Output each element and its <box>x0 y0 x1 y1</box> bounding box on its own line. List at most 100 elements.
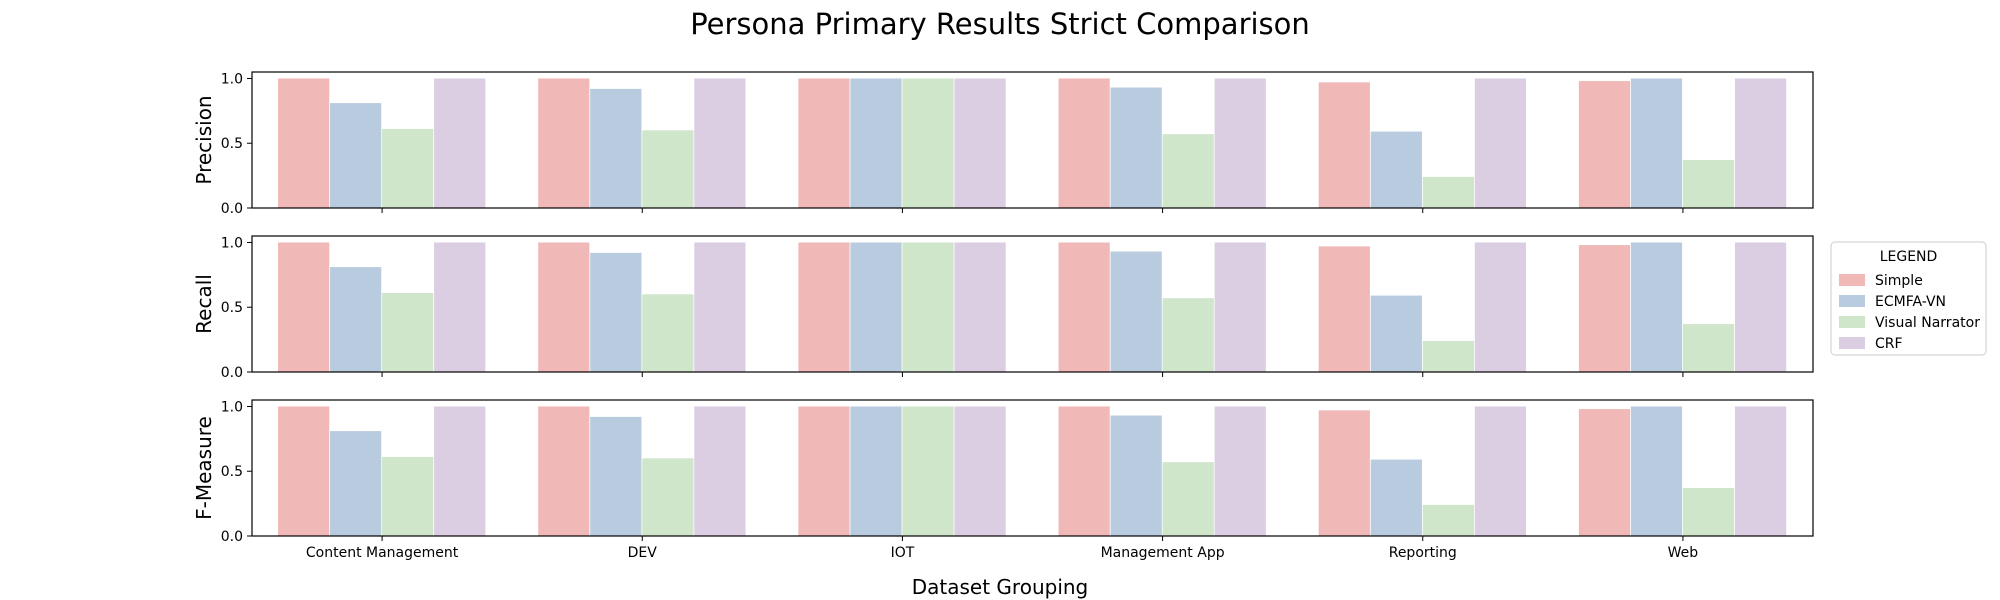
bar-recall-visual-narrator-reporting <box>1422 340 1474 372</box>
bar-recall-simple-iot <box>798 242 850 372</box>
bar-recall-crf-iot <box>954 242 1006 372</box>
y-tick-label: 1.0 <box>221 235 243 251</box>
bar-f-measure-crf-reporting <box>1474 406 1527 536</box>
bar-recall-visual-narrator-iot <box>902 242 954 372</box>
bar-precision-visual-narrator-iot <box>902 78 954 208</box>
bar-recall-visual-narrator-management-app <box>1162 298 1214 372</box>
legend-label-visual-narrator: Visual Narrator <box>1875 315 1980 331</box>
x-tick-label-content-management: Content Management <box>306 545 459 561</box>
bar-f-measure-visual-narrator-web <box>1682 488 1735 536</box>
y-tick-label: 0.0 <box>221 365 243 381</box>
bar-f-measure-simple-dev <box>538 406 590 536</box>
legend-swatch-crf <box>1839 337 1865 349</box>
bar-f-measure-visual-narrator-content-management <box>382 456 434 536</box>
y-tick-label: 0.0 <box>221 529 243 545</box>
bar-precision-crf-web <box>1734 78 1787 208</box>
panel-f-measure: 0.0 0.5 1.0 F-Measure <box>192 399 1814 545</box>
bar-recall-ecmfa-vn-management-app <box>1110 251 1162 372</box>
bar-f-measure-visual-narrator-management-app <box>1162 462 1214 536</box>
bar-f-measure-crf-iot <box>954 406 1006 536</box>
bar-precision-visual-narrator-dev <box>642 130 694 208</box>
bar-precision-ecmfa-vn-web <box>1630 78 1683 208</box>
x-tick-label-reporting: Reporting <box>1389 545 1457 561</box>
legend-label-ecmfa-vn: ECMFA-VN <box>1875 294 1946 310</box>
bar-f-measure-crf-dev <box>694 406 746 536</box>
bar-f-measure-crf-content-management <box>434 406 486 536</box>
bar-recall-crf-dev <box>694 242 746 372</box>
panel-recall: 0.0 0.5 1.0 Recall <box>192 235 1814 381</box>
bar-precision-simple-web <box>1578 81 1631 208</box>
y-tick-label: 0.5 <box>221 136 243 152</box>
bar-precision-ecmfa-vn-content-management <box>330 103 382 208</box>
bar-f-measure-ecmfa-vn-dev <box>590 416 642 536</box>
bar-precision-visual-narrator-management-app <box>1162 134 1214 208</box>
bar-precision-simple-dev <box>538 78 590 208</box>
axes-frame <box>251 235 1814 373</box>
bar-precision-visual-narrator-content-management <box>382 128 434 208</box>
bar-recall-ecmfa-vn-reporting <box>1370 295 1422 372</box>
bar-f-measure-simple-management-app <box>1058 406 1110 536</box>
axes-frame <box>251 399 1814 537</box>
y-tick-label: 1.0 <box>221 399 243 415</box>
bar-recall-ecmfa-vn-dev <box>590 252 642 372</box>
bar-recall-visual-narrator-content-management <box>382 292 434 372</box>
chart-title: Persona Primary Results Strict Compariso… <box>690 7 1310 41</box>
bar-precision-visual-narrator-reporting <box>1422 176 1474 208</box>
bar-f-measure-ecmfa-vn-reporting <box>1370 459 1422 536</box>
legend-label-simple: Simple <box>1875 273 1923 289</box>
bar-recall-visual-narrator-web <box>1682 324 1735 372</box>
bar-precision-ecmfa-vn-reporting <box>1370 131 1422 208</box>
bar-precision-ecmfa-vn-dev <box>590 88 642 208</box>
bar-f-measure-simple-reporting <box>1318 410 1370 536</box>
bar-recall-simple-dev <box>538 242 590 372</box>
bar-precision-simple-reporting <box>1318 82 1370 208</box>
legend-swatch-ecmfa-vn <box>1839 295 1865 307</box>
legend-swatch-simple <box>1839 274 1865 286</box>
axes-frame <box>251 71 1814 209</box>
bar-precision-simple-iot <box>798 78 850 208</box>
bar-precision-crf-management-app <box>1214 78 1266 208</box>
x-tick-label-web: Web <box>1668 545 1699 561</box>
y-tick-label: 0.5 <box>221 300 243 316</box>
bar-f-measure-visual-narrator-iot <box>902 406 954 536</box>
legend-box <box>1830 241 1987 356</box>
x-tick-label-iot: IOT <box>891 545 915 561</box>
legend-swatch-visual-narrator <box>1839 316 1865 328</box>
bar-f-measure-simple-web <box>1578 409 1631 536</box>
bar-recall-crf-web <box>1734 242 1787 372</box>
bar-recall-simple-content-management <box>278 242 330 372</box>
bar-f-measure-ecmfa-vn-management-app <box>1110 415 1162 536</box>
bar-recall-simple-management-app <box>1058 242 1110 372</box>
bar-f-measure-ecmfa-vn-iot <box>850 406 902 536</box>
bar-precision-simple-content-management <box>278 78 330 208</box>
bar-recall-ecmfa-vn-web <box>1630 242 1683 372</box>
bar-f-measure-simple-iot <box>798 406 850 536</box>
bar-f-measure-ecmfa-vn-content-management <box>330 431 382 536</box>
y-tick-label: 0.0 <box>221 201 243 217</box>
bar-precision-simple-management-app <box>1058 78 1110 208</box>
bar-precision-crf-iot <box>954 78 1006 208</box>
bar-precision-crf-dev <box>694 78 746 208</box>
bar-f-measure-ecmfa-vn-web <box>1630 406 1683 536</box>
bar-precision-visual-narrator-web <box>1682 160 1735 208</box>
bar-precision-ecmfa-vn-management-app <box>1110 87 1162 208</box>
legend-label-crf: CRF <box>1875 336 1903 352</box>
bar-recall-simple-reporting <box>1318 246 1370 372</box>
y-axis-label-f-measure: F-Measure <box>192 416 216 520</box>
chart-legend: LEGEND Simple ECMFA-VN Visual Narrator CRF <box>1830 241 1987 356</box>
bar-recall-crf-reporting <box>1474 242 1527 372</box>
bar-recall-ecmfa-vn-content-management <box>330 267 382 372</box>
bar-f-measure-simple-content-management <box>278 406 330 536</box>
y-axis-label-precision: Precision <box>192 95 216 184</box>
bar-recall-simple-web <box>1578 245 1631 372</box>
legend-title: LEGEND <box>1880 249 1938 265</box>
chart-panels: 0.0 0.5 1.0 Precision 0.0 0.5 1.0 Recall 0.0 0.5 1… <box>192 71 1814 561</box>
bar-f-measure-visual-narrator-reporting <box>1422 504 1474 536</box>
bar-recall-ecmfa-vn-iot <box>850 242 902 372</box>
bar-f-measure-crf-web <box>1734 406 1787 536</box>
x-axis-label: Dataset Grouping <box>912 575 1089 599</box>
bar-recall-visual-narrator-dev <box>642 294 694 372</box>
bar-f-measure-visual-narrator-dev <box>642 458 694 536</box>
bar-recall-crf-management-app <box>1214 242 1266 372</box>
